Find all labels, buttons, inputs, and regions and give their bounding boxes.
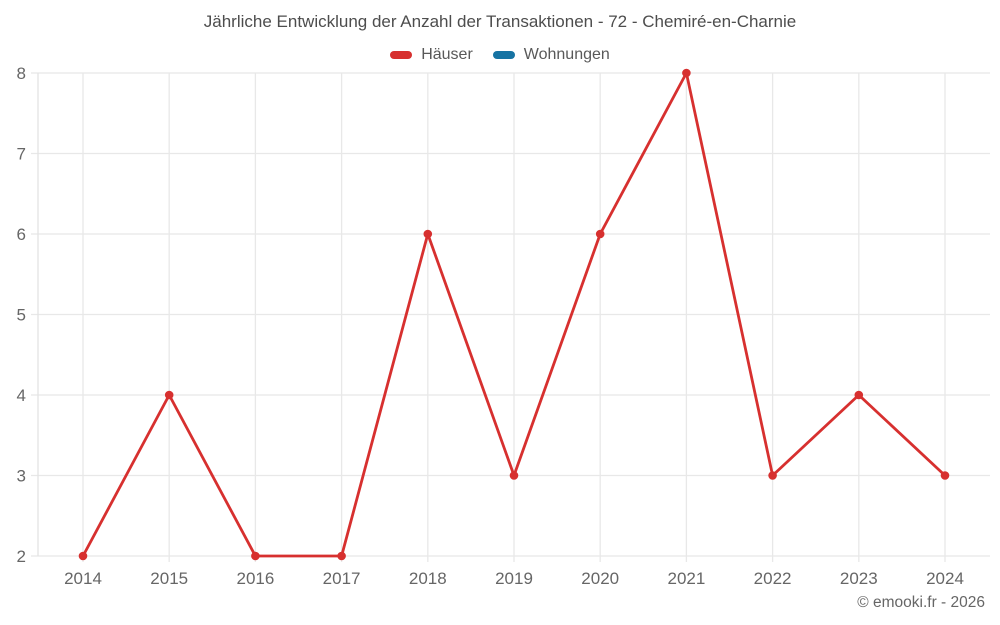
chart-title: Jährliche Entwicklung der Anzahl der Tra… bbox=[203, 12, 797, 31]
data-point-haeuser-2016 bbox=[251, 551, 260, 561]
legend-label: Häuser bbox=[421, 46, 473, 63]
legend-swatch-haeuser bbox=[390, 51, 413, 59]
x-tick-label: 2017 bbox=[323, 569, 361, 588]
y-tick-label: 5 bbox=[17, 306, 26, 325]
y-tick-label: 2 bbox=[17, 547, 26, 566]
x-tick-label: 2019 bbox=[495, 569, 533, 588]
footer-credit: © emooki.fr - 2026 bbox=[857, 594, 985, 611]
x-tick-label: 2024 bbox=[926, 569, 964, 588]
y-tick-label: 7 bbox=[17, 145, 26, 164]
legend-label: Wohnungen bbox=[523, 46, 610, 63]
data-point-haeuser-2021 bbox=[682, 68, 691, 78]
x-tick-label: 2014 bbox=[64, 569, 102, 588]
y-tick-label: 3 bbox=[17, 467, 26, 486]
x-tick-label: 2021 bbox=[667, 569, 705, 588]
data-point-haeuser-2022 bbox=[768, 471, 777, 480]
data-point-haeuser-2023 bbox=[854, 390, 864, 400]
y-tick-label: 4 bbox=[17, 386, 26, 405]
data-point-haeuser-2019 bbox=[509, 471, 519, 480]
data-point-haeuser-2018 bbox=[423, 229, 433, 239]
data-point-haeuser-2020 bbox=[595, 229, 605, 239]
x-tick-label: 2023 bbox=[840, 569, 878, 588]
x-tick-label: 2018 bbox=[409, 569, 447, 588]
y-tick-label: 8 bbox=[17, 64, 26, 83]
legend-item-wohnungen[interactable]: Wohnungen bbox=[492, 46, 610, 64]
x-tick-label: 2016 bbox=[236, 569, 274, 588]
legend-swatch-wohnungen bbox=[492, 51, 515, 59]
data-point-haeuser-2017 bbox=[337, 551, 346, 561]
x-tick-label: 2020 bbox=[581, 569, 619, 588]
data-point-haeuser-2024 bbox=[940, 471, 950, 480]
legend: Häuser Wohnungen bbox=[0, 46, 1000, 64]
x-tick-label: 2022 bbox=[754, 569, 792, 588]
data-point-haeuser-2014 bbox=[78, 551, 88, 561]
y-tick-label: 6 bbox=[17, 225, 26, 244]
data-point-haeuser-2015 bbox=[164, 390, 174, 400]
legend-item-haeuser[interactable]: Häuser bbox=[390, 46, 473, 64]
x-tick-label: 2015 bbox=[150, 569, 188, 588]
